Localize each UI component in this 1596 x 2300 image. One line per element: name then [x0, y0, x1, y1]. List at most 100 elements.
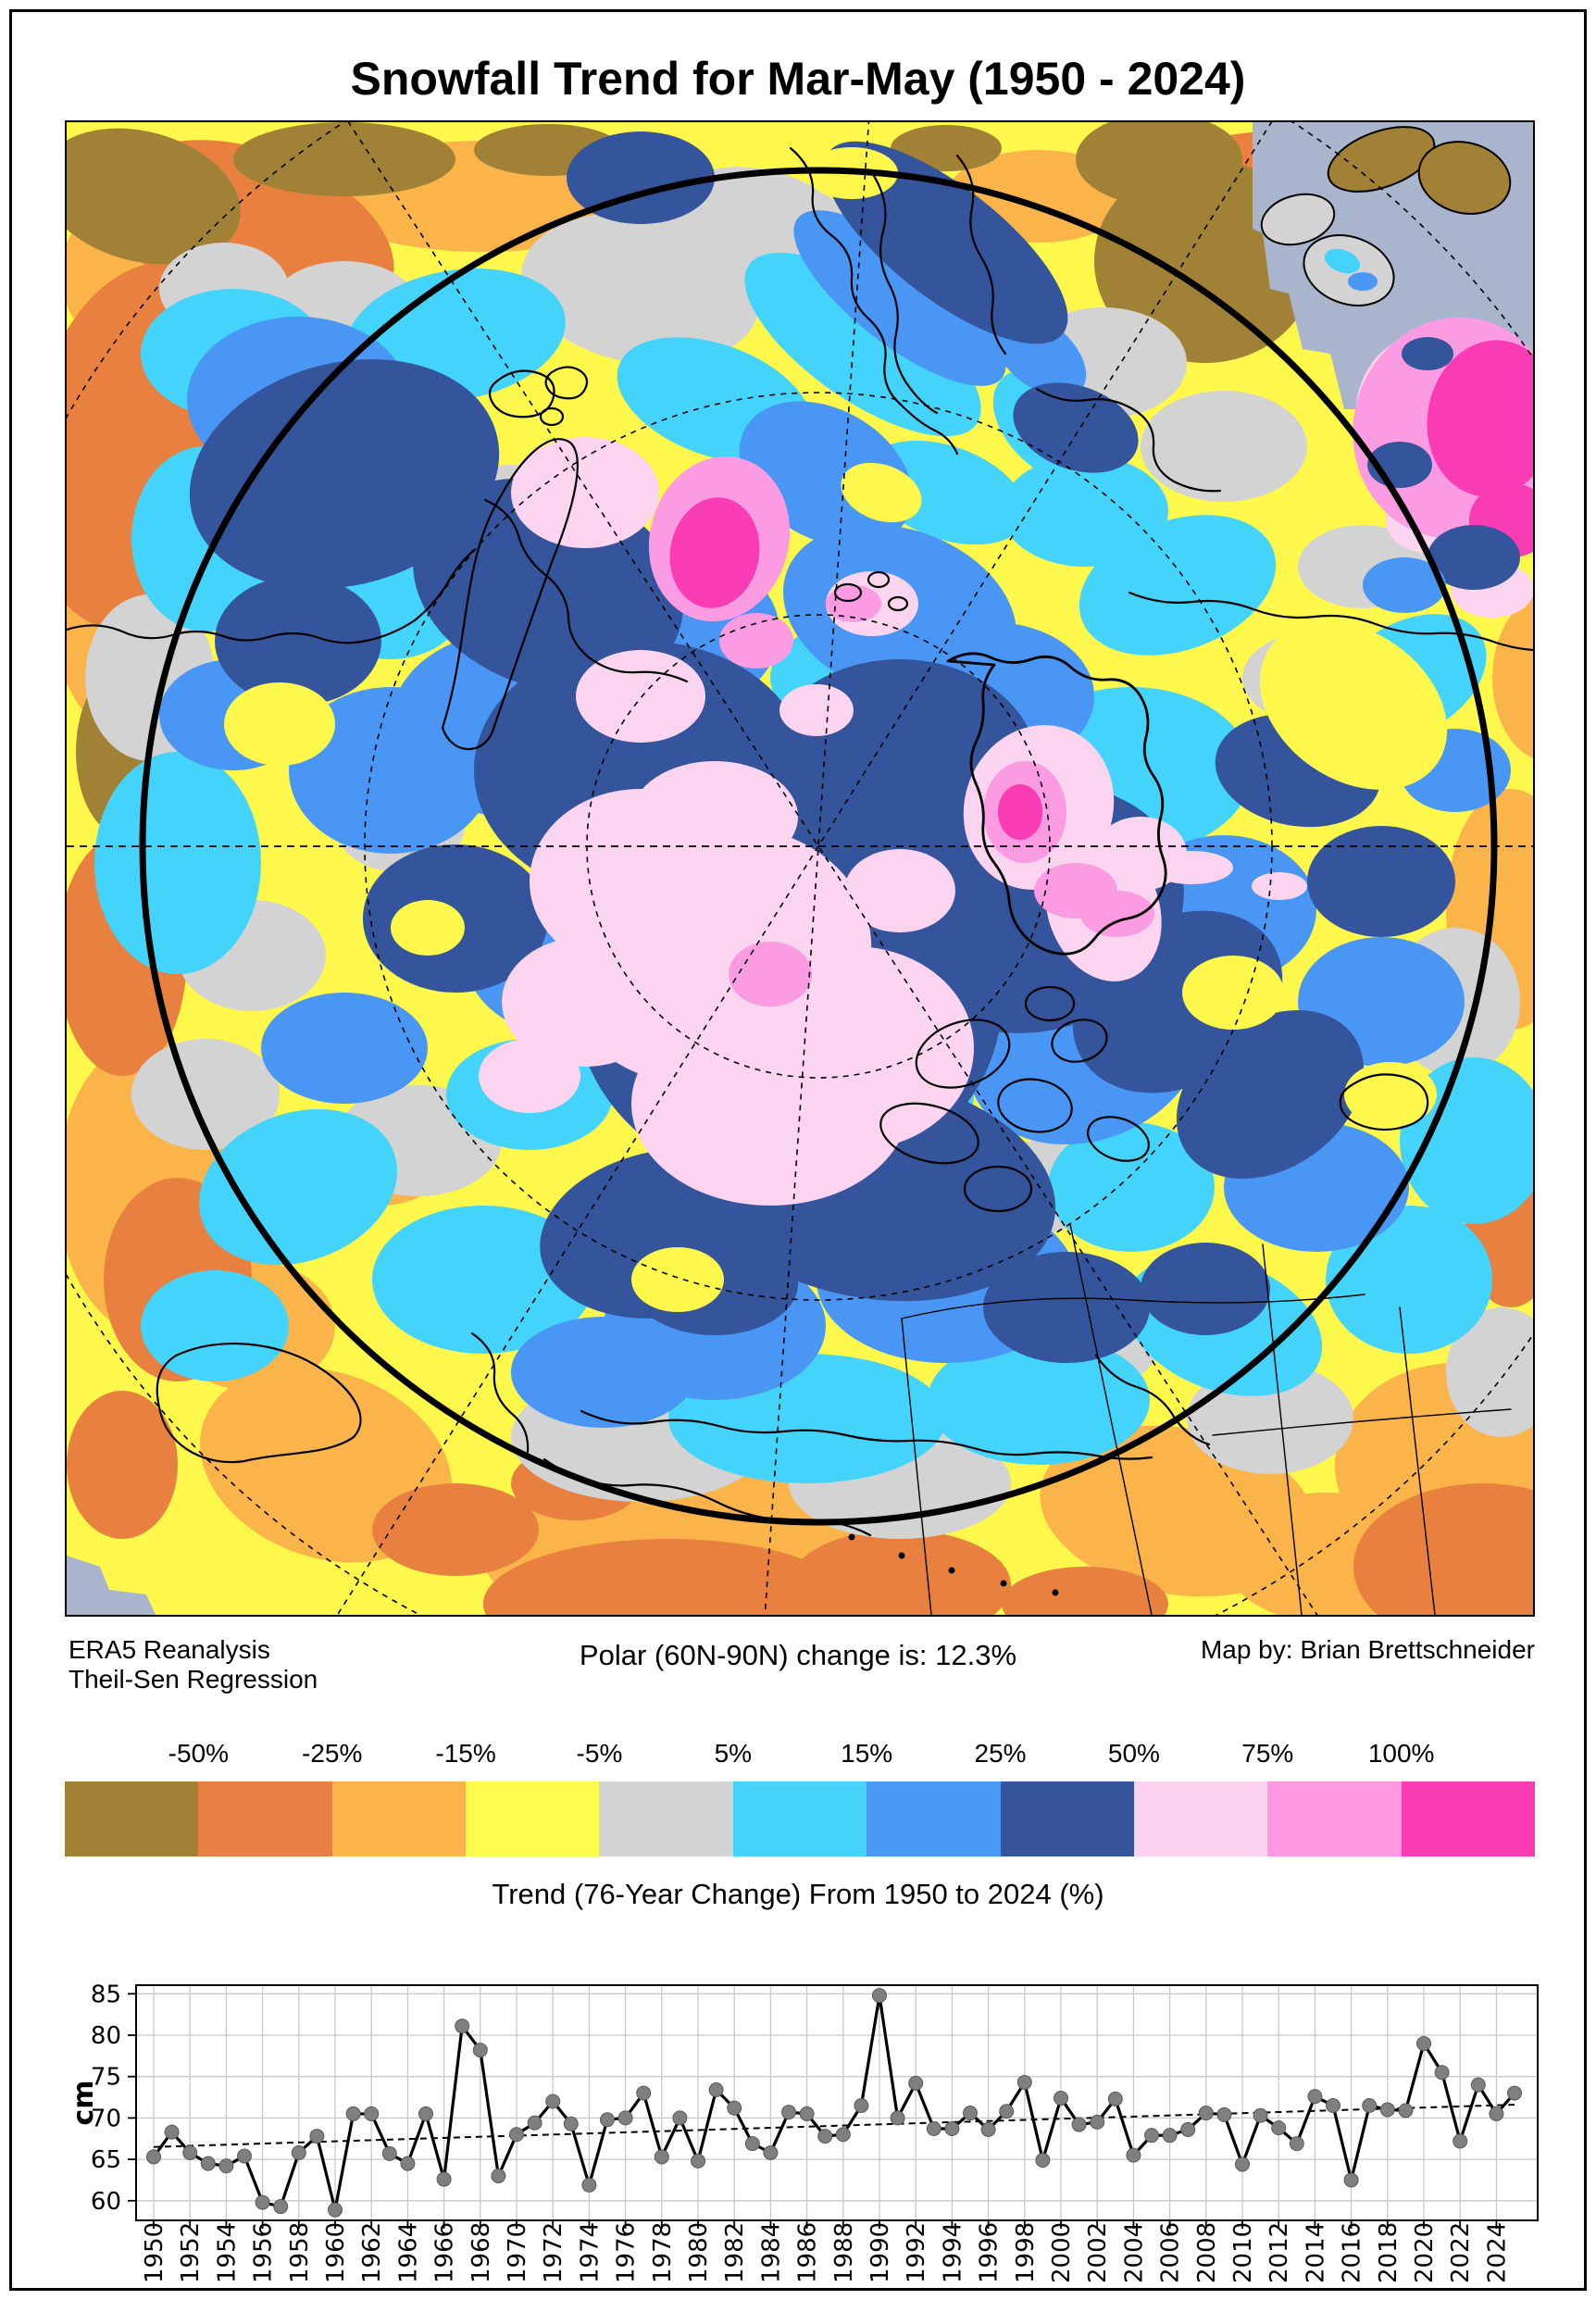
data-point-1992 — [908, 2075, 924, 2091]
timeseries-canvas: 60 65 70 75 80 85 1950 1952 1954 1956 1958 1960 1962… — [68, 1981, 1539, 2283]
colorbar-segment-10 — [1401, 1781, 1535, 1856]
y-tick-label: 70 — [91, 2105, 121, 2132]
data-point-2016 — [1343, 2172, 1359, 2188]
source-line-1: ERA5 Reanalysis — [69, 1635, 270, 1664]
axis-ticks — [128, 1993, 1498, 2229]
data-point-1997 — [999, 2104, 1015, 2119]
coast-finland — [955, 154, 1007, 356]
data-point-1969 — [491, 2168, 506, 2183]
x-tick-label: 1960 — [322, 2222, 350, 2283]
data-point-1980 — [691, 2153, 705, 2169]
x-tick-label: 1982 — [721, 2222, 749, 2283]
political-borders — [901, 1223, 1512, 1615]
y-tick-label: 75 — [91, 2064, 121, 2092]
data-point-1972 — [545, 2094, 561, 2109]
colorbar-tick-label: -25% — [302, 1739, 363, 1768]
data-point-2018 — [1379, 2102, 1395, 2118]
colorbar-tick-label: -50% — [168, 1739, 230, 1768]
data-point-1960 — [328, 2202, 343, 2218]
x-tick-label: 2014 — [1302, 2222, 1329, 2283]
island-outline — [1260, 193, 1336, 246]
data-point-2007 — [1180, 2121, 1196, 2137]
data-point-1991 — [890, 2110, 905, 2126]
data-point-1956 — [255, 2194, 270, 2210]
x-tick-label: 1990 — [867, 2222, 894, 2283]
island-arctic-archipelago — [1051, 1019, 1108, 1063]
x-tick-label: 1966 — [431, 2222, 459, 2283]
x-tick-label: 1954 — [213, 2222, 241, 2283]
x-tick-label: 1952 — [177, 2222, 205, 2283]
data-point-1950 — [146, 2149, 161, 2165]
graticule — [67, 122, 1533, 1615]
coast-norway — [789, 146, 959, 456]
data-point-2014 — [1307, 2089, 1323, 2105]
anomaly-blob — [1427, 340, 1533, 497]
coast-north-america — [580, 1409, 1153, 1460]
data-point-1990 — [872, 1988, 887, 2004]
x-tick-label: 1986 — [794, 2222, 822, 2283]
data-point-2022 — [1453, 2133, 1468, 2149]
data-point-2013 — [1289, 2136, 1304, 2152]
data-point-1975 — [600, 2112, 615, 2128]
island-arctic-archipelago — [1087, 1116, 1150, 1162]
data-point-1981 — [708, 2082, 724, 2098]
data-point-2004 — [1126, 2147, 1141, 2163]
data-point-1983 — [744, 2136, 760, 2152]
x-tick-label: 1978 — [649, 2222, 677, 2283]
island-iceland — [1339, 1073, 1429, 1131]
data-point-1966 — [436, 2171, 452, 2187]
data-point-2001 — [1071, 2117, 1087, 2132]
data-point-1985 — [781, 2105, 796, 2120]
island-outline — [1417, 141, 1512, 215]
coast-kola — [1035, 387, 1222, 493]
meridian-diagonal-2 — [336, 122, 1273, 1615]
data-point-2023 — [1470, 2077, 1486, 2093]
data-point-1963 — [381, 2145, 397, 2161]
data-point-2019 — [1398, 2103, 1414, 2119]
x-tick-label: 1998 — [1012, 2222, 1040, 2283]
colorbar-segment-3 — [466, 1781, 600, 1856]
colorbar-tick-label: -15% — [435, 1739, 496, 1768]
data-point-2005 — [1144, 2128, 1159, 2144]
map-credit: Map by: Brian Brettschneider — [1200, 1635, 1535, 1664]
x-tick-label: 1968 — [468, 2222, 495, 2283]
data-point-1964 — [400, 2156, 416, 2171]
data-point-2020 — [1416, 2035, 1431, 2051]
data-point-1965 — [418, 2106, 433, 2121]
x-tick-label: 1984 — [757, 2222, 785, 2283]
data-point-1998 — [1016, 2074, 1032, 2090]
colorbar-tick-label: 75% — [1241, 1739, 1294, 1768]
y-tick-label: 65 — [91, 2146, 121, 2174]
island-outline — [1348, 272, 1378, 291]
data-point-1978 — [654, 2149, 669, 2165]
island-arctic-archipelago — [879, 1102, 979, 1165]
x-tick-label: 2004 — [1120, 2222, 1148, 2283]
x-tick-label: 1958 — [286, 2222, 314, 2283]
colorbar-tick-label: 100% — [1367, 1739, 1435, 1768]
island-franz-josef — [833, 570, 909, 612]
data-point-1954 — [218, 2158, 234, 2174]
x-tick-label: 1996 — [976, 2222, 1004, 2283]
source-line-2: Theil-Sen Regression — [69, 1665, 318, 1694]
island-arctic-archipelago — [963, 1165, 1033, 1213]
data-point-1987 — [817, 2129, 833, 2144]
y-tick-label: 60 — [91, 2188, 121, 2216]
data-point-1996 — [980, 2121, 996, 2137]
trend-color-fields — [67, 122, 1533, 1615]
data-point-1989 — [854, 2097, 869, 2113]
island-arctic-archipelago — [1024, 985, 1076, 1022]
x-tick-label: 2010 — [1229, 2222, 1257, 2283]
data-point-2011 — [1253, 2107, 1268, 2123]
colorbar-tick-label: 50% — [1107, 1739, 1160, 1768]
x-tick-label: 1970 — [504, 2222, 531, 2283]
x-tick-label: 2018 — [1375, 2222, 1403, 2283]
coast-greenland-ellesmere — [946, 652, 1167, 956]
colorbar-tick-label: 5% — [714, 1739, 753, 1768]
anomaly-blob — [1402, 337, 1453, 370]
data-point-1984 — [763, 2144, 779, 2160]
data-point-1953 — [200, 2156, 216, 2171]
island-svalbard — [488, 366, 589, 427]
island-outline — [1327, 126, 1436, 193]
x-tick-label: 1994 — [939, 2222, 966, 2283]
data-point-2008 — [1198, 2106, 1214, 2121]
